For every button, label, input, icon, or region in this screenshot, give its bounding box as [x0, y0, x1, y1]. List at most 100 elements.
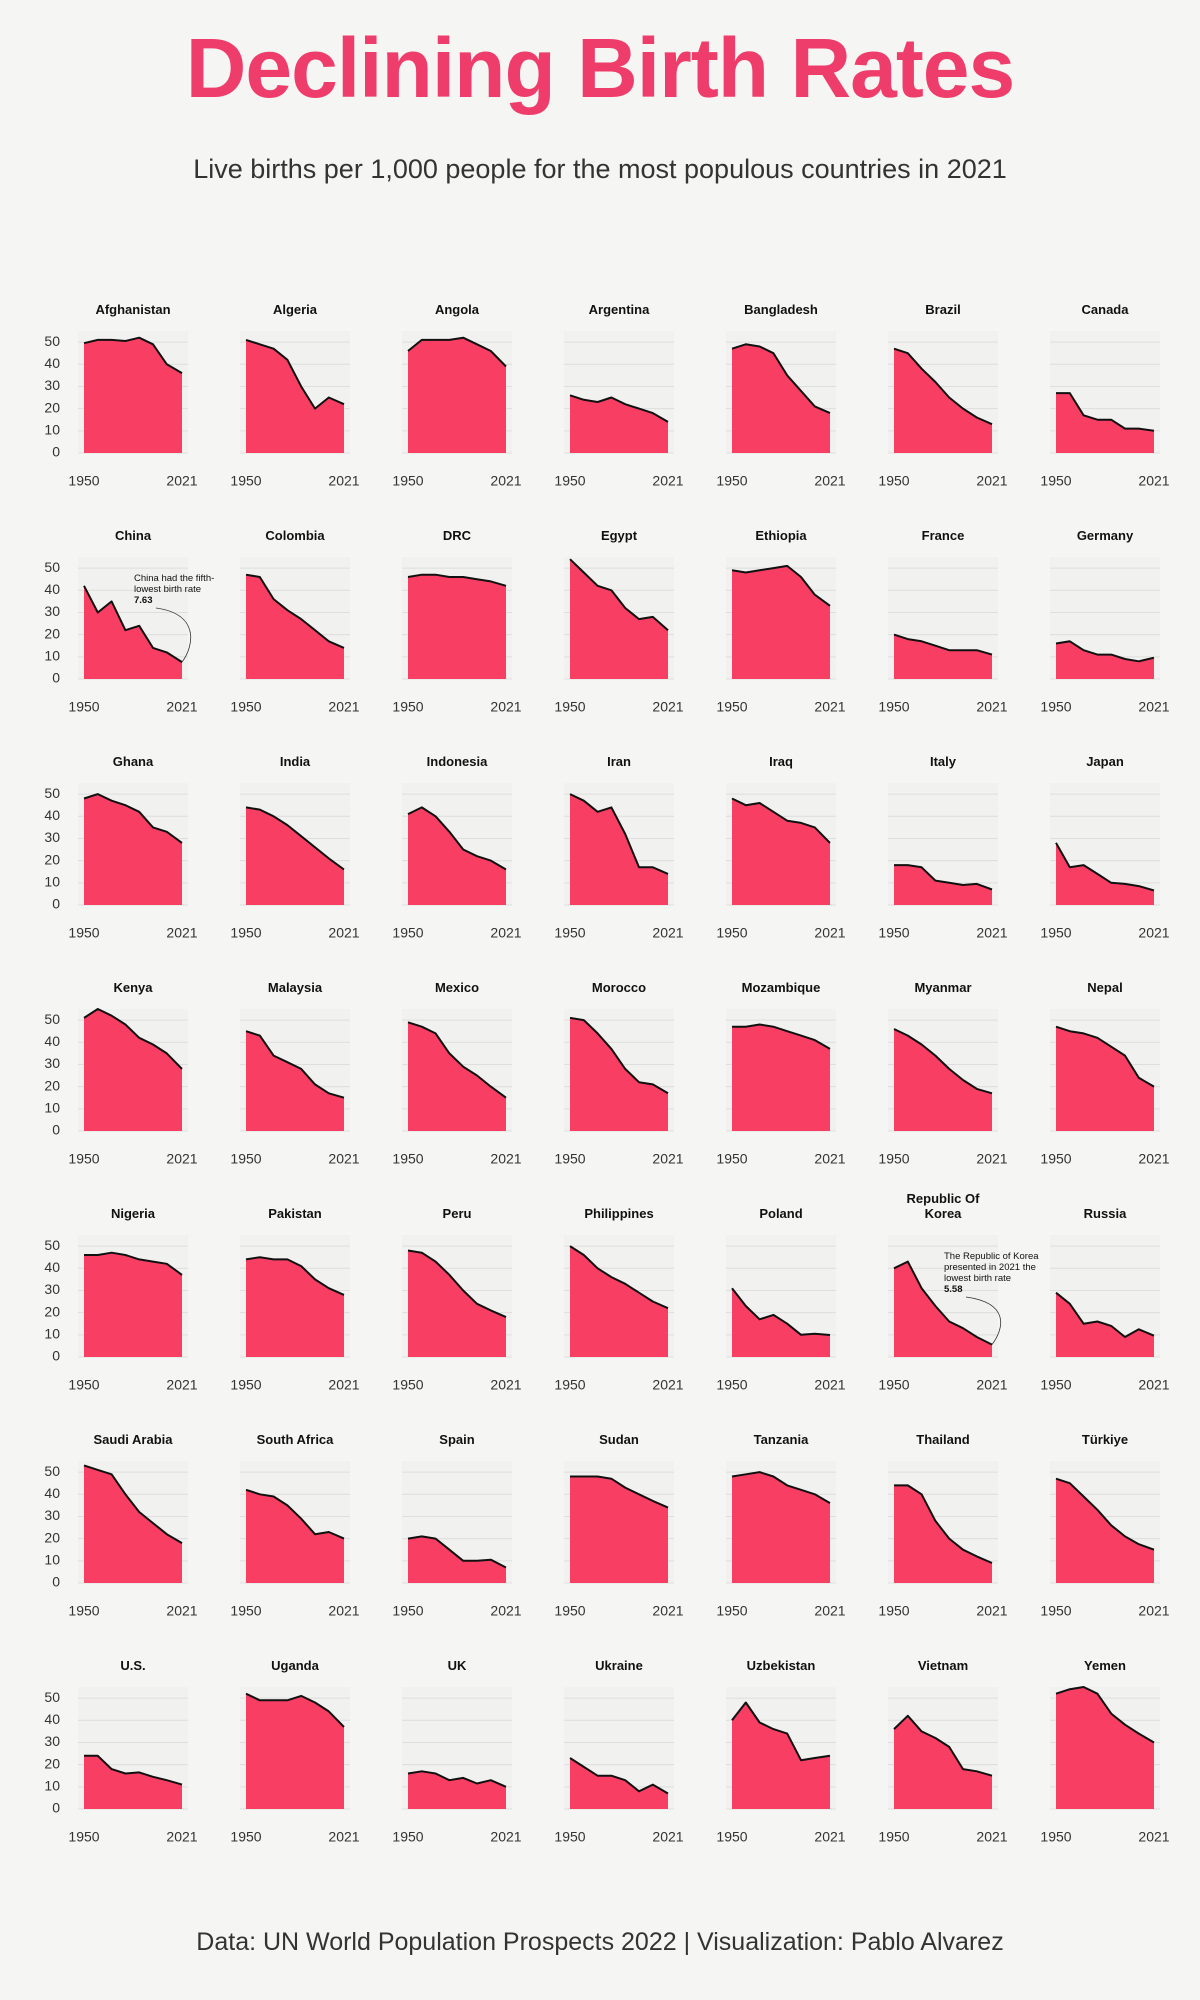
y-tick-label: 0 [52, 444, 60, 460]
x-tick-label: 1950 [392, 1151, 423, 1167]
x-tick-label: 2021 [490, 1377, 521, 1393]
x-tick-label: 1950 [878, 925, 909, 941]
panel-title: Saudi Arabia [93, 1432, 173, 1447]
x-tick-label: 2021 [490, 925, 521, 941]
line [569, 558, 669, 631]
x-tick-label: 2021 [490, 1151, 521, 1167]
y-tick-label: 40 [44, 581, 60, 597]
panel-title: Myanmar [914, 980, 972, 995]
x-tick-label: 1950 [554, 1377, 585, 1393]
panel-title: Spain [439, 1432, 475, 1447]
x-tick-label: 1950 [1040, 699, 1071, 715]
line [1055, 1025, 1155, 1088]
line [1055, 640, 1155, 663]
panel-title: Afghanistan [95, 302, 171, 317]
y-tick-label: 0 [52, 1574, 60, 1590]
area [84, 585, 182, 679]
panel-title: DRC [442, 528, 472, 543]
y-tick-label: 0 [52, 1800, 60, 1816]
area [570, 1246, 668, 1357]
x-tick-label: 2021 [328, 1377, 359, 1393]
annotation-connector [965, 1296, 1002, 1345]
x-tick-label: 1950 [230, 1377, 261, 1393]
area [408, 1771, 506, 1809]
annotation-value: 5.58 [944, 1284, 963, 1295]
area [894, 348, 992, 453]
area [408, 1250, 506, 1357]
y-tick-label: 50 [44, 1463, 60, 1479]
area [732, 565, 830, 679]
x-tick-label: 1950 [1040, 473, 1071, 489]
y-tick-label: 10 [44, 1326, 60, 1342]
panel-title: Mexico [434, 980, 480, 995]
area [84, 337, 182, 453]
panel-title: Yemen [1084, 1658, 1126, 1673]
y-tick-label: 10 [44, 874, 60, 890]
x-tick-label: 2021 [814, 473, 845, 489]
x-tick-label: 1950 [716, 925, 747, 941]
page-title: Declining Birth Rates [185, 21, 1015, 115]
y-tick-label: 20 [44, 1529, 60, 1545]
line [245, 1488, 345, 1540]
line [83, 793, 183, 844]
panel-title: Angola [434, 302, 480, 317]
line [893, 1714, 993, 1777]
panel-title: U.S. [120, 1658, 146, 1673]
x-tick-label: 1950 [230, 925, 261, 941]
x-tick-label: 2021 [490, 1829, 521, 1845]
panel-title: Uzbekistan [746, 1658, 816, 1673]
x-tick-label: 1950 [230, 1603, 261, 1619]
y-tick-label: 0 [52, 1348, 60, 1364]
y-tick-label: 50 [44, 559, 60, 575]
panel-title: Philippines [584, 1206, 654, 1221]
x-tick-label: 2021 [976, 1829, 1007, 1845]
area [84, 1252, 182, 1357]
panel-title: Ethiopia [755, 528, 807, 543]
y-tick-label: 10 [44, 1100, 60, 1116]
x-tick-label: 1950 [68, 1151, 99, 1167]
annotation-text: China had the fifth-lowest birth rate [134, 573, 215, 595]
panel-title: Brazil [925, 302, 961, 317]
x-tick-label: 2021 [166, 473, 197, 489]
area [1056, 842, 1154, 905]
panel-title: Pakistan [268, 1206, 322, 1221]
x-tick-label: 1950 [392, 1603, 423, 1619]
y-tick-label: 40 [44, 1259, 60, 1275]
panel-title: Nigeria [110, 1206, 156, 1221]
panel-title: Poland [759, 1206, 803, 1221]
x-tick-label: 2021 [1138, 1377, 1169, 1393]
panel-title: Japan [1086, 754, 1124, 769]
x-tick-label: 1950 [878, 1829, 909, 1845]
panel-title: Iran [607, 754, 631, 769]
line [732, 1023, 831, 1050]
x-tick-label: 2021 [490, 473, 521, 489]
y-tick-label: 30 [44, 1733, 60, 1749]
panel-title: Thailand [916, 1432, 970, 1447]
y-tick-label: 30 [44, 829, 60, 845]
y-tick-label: 20 [44, 1755, 60, 1771]
area [894, 865, 992, 905]
page-subtitle: Live births per 1,000 people for the mos… [193, 154, 1007, 184]
area [732, 1288, 830, 1357]
panel-title: Germany [1076, 528, 1134, 543]
area [570, 1758, 668, 1809]
x-tick-label: 2021 [1138, 925, 1169, 941]
x-tick-label: 2021 [814, 1603, 845, 1619]
area [732, 1702, 830, 1809]
line [407, 1770, 507, 1788]
area [408, 1536, 506, 1583]
area [894, 1261, 992, 1357]
line [893, 633, 993, 656]
x-tick-label: 2021 [652, 1603, 683, 1619]
line [83, 1008, 183, 1070]
x-tick-label: 1950 [554, 1829, 585, 1845]
area [894, 1029, 992, 1131]
y-tick-label: 0 [52, 670, 60, 686]
x-tick-label: 2021 [166, 1829, 197, 1845]
x-tick-label: 1950 [554, 925, 585, 941]
panel-title: South Africa [256, 1432, 334, 1447]
area [246, 574, 344, 679]
line [569, 394, 669, 423]
x-tick-label: 1950 [392, 473, 423, 489]
